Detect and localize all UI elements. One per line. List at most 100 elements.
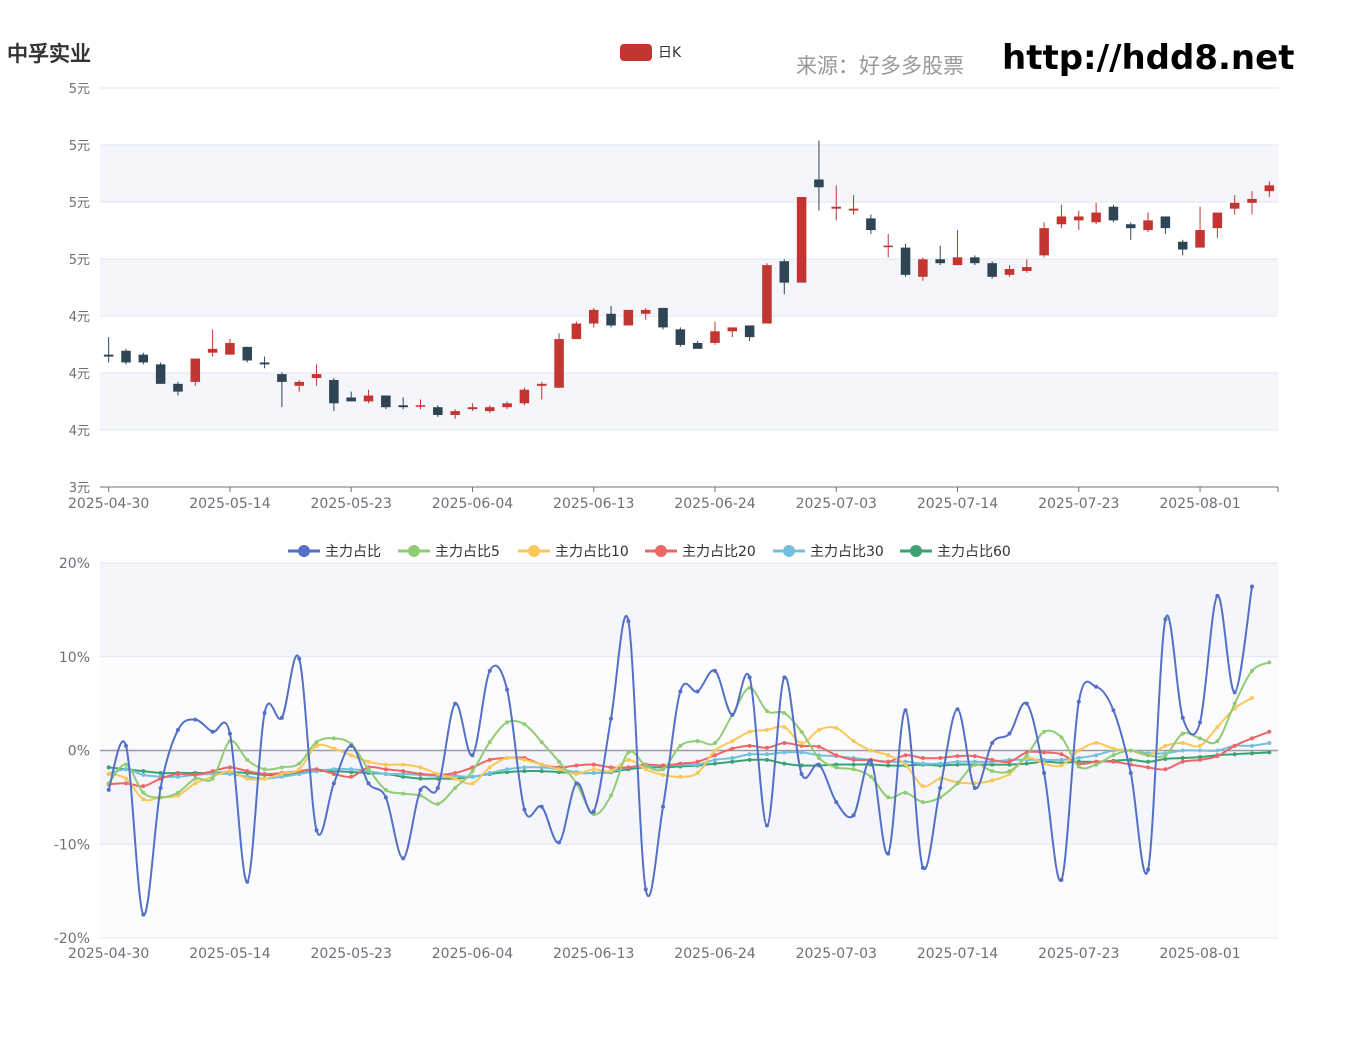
ratio-series-point bbox=[816, 727, 821, 732]
ratio-series-point bbox=[193, 781, 198, 786]
ratio-series-point bbox=[349, 753, 354, 758]
ratio-series-point bbox=[1146, 765, 1151, 770]
candle-body bbox=[398, 405, 408, 408]
ratio-series-point bbox=[175, 793, 180, 798]
ratio-series-point bbox=[591, 767, 596, 772]
ratio-legend[interactable]: 主力占比 主力占比5 主力占比10 主力占比20 主力占比30 主力占比60 bbox=[288, 544, 1011, 560]
ratio-series-point bbox=[920, 800, 925, 805]
ratio-series-point bbox=[920, 756, 925, 760]
candle-body bbox=[1108, 206, 1119, 221]
ratio-series-point bbox=[1076, 764, 1081, 769]
ratio-series-point bbox=[262, 771, 267, 776]
ratio-series-point bbox=[1111, 759, 1116, 764]
ratio-series-point bbox=[1198, 743, 1203, 748]
ratio-series-point bbox=[1180, 756, 1185, 760]
ratio-series-point bbox=[453, 701, 458, 706]
ratio-series-point bbox=[782, 711, 787, 715]
candle-body bbox=[918, 259, 928, 277]
candle-body bbox=[1022, 267, 1032, 271]
ratio-series-point bbox=[1180, 759, 1185, 764]
ratio-series-point bbox=[920, 761, 925, 766]
candle-body bbox=[935, 259, 945, 264]
ratio-series-point bbox=[175, 727, 180, 732]
ratio-series-point bbox=[972, 754, 977, 759]
candle-body bbox=[433, 407, 443, 415]
ratio-series-point bbox=[227, 765, 232, 770]
ratio-series-point bbox=[955, 781, 960, 786]
ratio-series-point bbox=[1250, 584, 1255, 589]
ratio-series-point bbox=[626, 750, 631, 755]
kline-legend-swatch bbox=[620, 44, 652, 61]
ratio-series-point bbox=[1198, 748, 1203, 753]
ratio-series-point bbox=[1215, 754, 1220, 759]
candle-body bbox=[900, 247, 911, 275]
ratio-series-point bbox=[886, 795, 891, 800]
ratio-series-point bbox=[990, 757, 995, 762]
ratio-series-point bbox=[349, 743, 354, 748]
ratio-series-point bbox=[401, 762, 406, 767]
ratio-series-point bbox=[834, 753, 839, 758]
ratio-series-point bbox=[1180, 715, 1185, 720]
ratio-legend-label: 主力占比30 bbox=[810, 544, 884, 560]
ratio-series-point bbox=[1215, 748, 1220, 753]
ratio-series-point bbox=[1007, 769, 1012, 774]
candle-body bbox=[1160, 216, 1171, 229]
candle-body bbox=[1247, 198, 1257, 203]
ratio-series-point bbox=[678, 743, 683, 748]
ratio-series-point bbox=[990, 762, 995, 767]
kline-gridlines bbox=[100, 87, 1278, 431]
candle-body bbox=[588, 309, 599, 324]
ratio-series-point bbox=[1024, 753, 1029, 758]
candle-body bbox=[242, 346, 253, 361]
ratio-x-axis: 2025-04-30 2025-05-14 2025-05-23 2025-06-04… bbox=[68, 946, 1241, 962]
ratio-series-point bbox=[262, 711, 267, 715]
ratio-series-point bbox=[712, 757, 717, 762]
candle-body bbox=[329, 379, 339, 404]
ratio-series-point bbox=[712, 761, 717, 766]
ratio-series-point bbox=[487, 740, 492, 745]
ratio-series-point bbox=[470, 781, 475, 786]
ratio-series-point bbox=[574, 771, 579, 776]
ratio-series-point bbox=[366, 767, 371, 772]
ratio-series-point bbox=[903, 790, 908, 795]
ratio-x-tick-label: 2025-05-23 bbox=[311, 946, 392, 962]
candle-body bbox=[987, 263, 997, 277]
candle-body bbox=[970, 257, 980, 264]
ratio-series-point bbox=[262, 767, 267, 772]
candle-body bbox=[346, 397, 356, 402]
candle-body bbox=[1074, 216, 1084, 221]
kline-x-tick-label: 2025-06-04 bbox=[432, 496, 513, 512]
ratio-series-point bbox=[522, 769, 527, 774]
kline-candles bbox=[103, 140, 1275, 419]
kline-x-tick-label: 2025-05-14 bbox=[189, 496, 270, 512]
ratio-series-point bbox=[695, 739, 700, 744]
ratio-series-point bbox=[712, 753, 717, 758]
candle-body bbox=[294, 381, 304, 386]
ratio-series bbox=[106, 584, 1272, 917]
ratio-series-point bbox=[886, 759, 891, 764]
ratio-series-point bbox=[401, 771, 406, 776]
ratio-series-point bbox=[1059, 760, 1064, 765]
ratio-series-point bbox=[1094, 762, 1099, 767]
candle-body bbox=[519, 389, 530, 404]
ratio-series-point bbox=[695, 759, 700, 764]
ratio-series-point bbox=[695, 689, 700, 694]
ratio-series-point bbox=[730, 739, 735, 744]
candle-body bbox=[277, 374, 287, 382]
candle-body bbox=[814, 179, 824, 188]
ratio-series-point bbox=[955, 754, 960, 759]
ratio-series-point bbox=[955, 762, 960, 767]
ratio-series-point bbox=[1007, 771, 1012, 776]
ratio-series-point bbox=[695, 762, 700, 767]
ratio-series-point bbox=[1076, 748, 1081, 753]
ratio-series-point bbox=[522, 722, 527, 727]
ratio-series-point bbox=[764, 745, 769, 750]
ratio-series-point bbox=[141, 772, 146, 777]
ratio-series-point bbox=[141, 797, 146, 802]
ratio-series-point bbox=[331, 767, 336, 772]
kline-legend[interactable]: 日K bbox=[620, 44, 682, 61]
kline-y-tick-label: 4元 bbox=[69, 310, 90, 325]
kline-x-axis: 2025-04-30 2025-05-14 2025-05-23 2025-06-04… bbox=[68, 486, 1279, 512]
candle-body bbox=[952, 257, 963, 266]
